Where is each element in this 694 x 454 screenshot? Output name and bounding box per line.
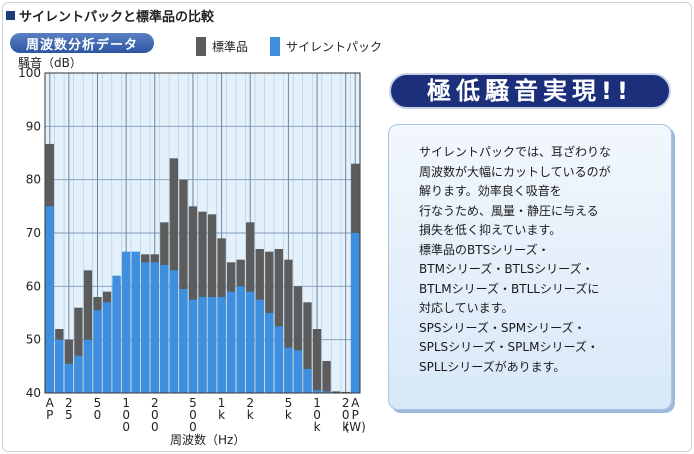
info-text: サイレントパックでは、耳ざわりな 周波数が大幅にカットしているのが 解ります。効… [419,145,612,374]
bar-silentpack [246,291,255,393]
y-tick-label: 50 [26,333,41,347]
bar-silentpack [169,270,179,393]
bar-standard [274,249,284,393]
bar-standard [341,391,350,393]
bar-silentpack [102,302,112,393]
x-tick-label: A P (W) [345,396,366,434]
bar-silentpack [226,291,236,393]
legend-label-standard: 標準品 [212,40,249,54]
bar-silentpack [74,355,83,393]
callout-pill [389,73,671,109]
bar-standard [303,302,312,393]
legend-item-standard: 標準品 [196,37,248,56]
bar-silentpack [312,390,322,393]
bar-silentpack [112,275,121,393]
legend-item-silentpack: サイレントパック [270,37,382,56]
bar-silentpack [64,363,74,393]
bar-silentpack [284,347,293,393]
bar-standard [179,179,188,393]
bar-silentpack [150,262,159,393]
header: サイレントパックと標準品の比較 [6,6,214,25]
bar-standard [331,391,341,393]
bar-silentpack [131,251,140,393]
bar-silentpack [303,369,312,393]
bar-standard [322,361,331,393]
square-bullet-icon [6,11,15,20]
bar-standard [74,307,83,393]
bar-silentpack [293,350,303,393]
bar-silentpack [160,265,169,393]
y-tick-label: 80 [26,173,41,187]
bar-silentpack [265,313,274,393]
y-tick-label: 40 [26,386,41,400]
y-tick-label: 70 [26,226,41,240]
bar-silentpack [121,251,131,393]
legend-swatch-silentpack [270,37,280,56]
bar-silentpack [83,339,93,393]
y-tick-label: 90 [26,119,41,133]
bar-silentpack [55,339,64,393]
bar-silentpack [236,286,245,393]
callout-text: 極低騒音実現!! [427,77,633,105]
bar-standard [312,329,322,393]
bar-silentpack [93,310,102,393]
y-tick-label: 60 [26,279,41,293]
bar-silentpack [322,391,331,393]
bar-standard [83,270,93,393]
bar-silentpack [351,233,360,393]
bar-silentpack [198,297,207,393]
callout-banner: 極低騒音実現!! [389,73,671,109]
bar-silentpack [179,289,188,393]
bar-silentpack [45,206,54,393]
bar-silentpack [188,299,198,393]
bar-silentpack [141,262,150,393]
plot-border [44,72,361,394]
legend-swatch-standard [196,37,206,56]
bar-standard [293,286,303,393]
x-axis-label: 周波数（Hz） [170,433,246,447]
legend-label-silentpack: サイレントパック [286,40,383,54]
header-title: サイレントパックと標準品の比較 [19,10,215,25]
y-tick-label: 100 [18,66,41,80]
bar-silentpack [274,326,284,393]
bar-silentpack [255,299,264,393]
bar-standard [284,259,293,393]
y-axis-label: 騒音（dB） [18,56,82,70]
bar-silentpack [217,297,226,393]
info-box: サイレントパックでは、耳ざわりな 周波数が大幅にカットしているのが 解ります。効… [388,124,672,410]
chart-title: 周波数分析データ [10,33,154,53]
bar-silentpack [207,297,217,393]
